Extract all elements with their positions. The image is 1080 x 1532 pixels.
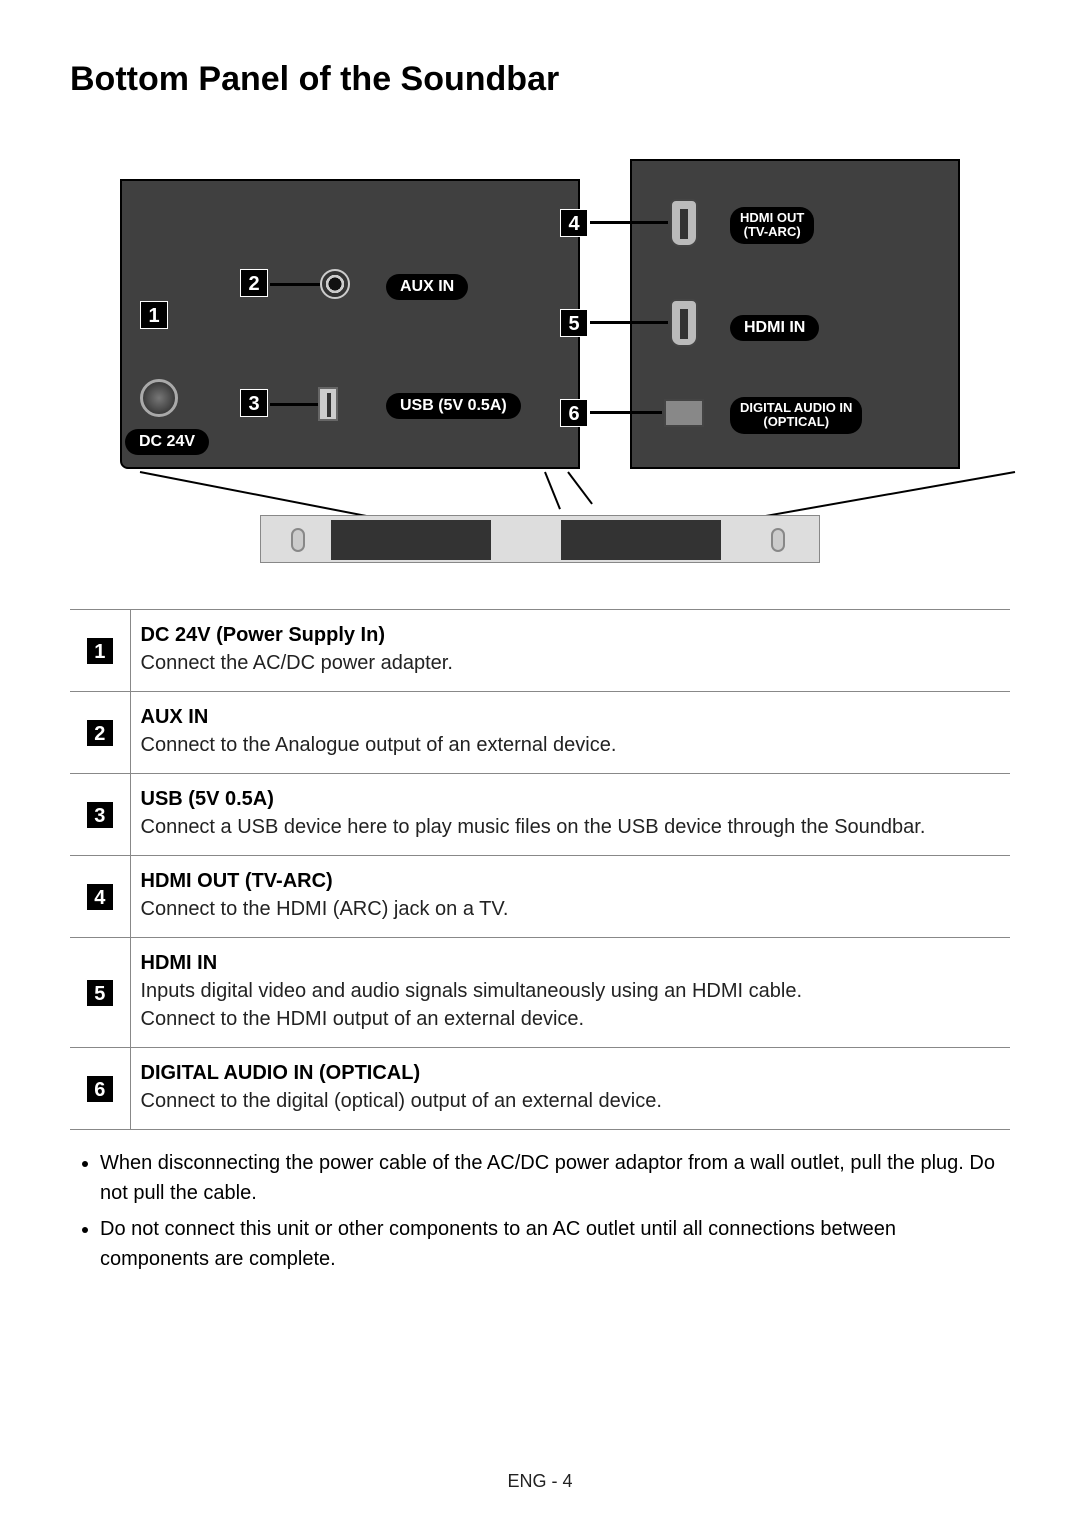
zoom-line — [544, 472, 561, 510]
optical-port-icon — [664, 399, 704, 427]
optical-line1: DIGITAL AUDIO IN — [740, 400, 852, 415]
optical-line2: (OPTICAL) — [763, 414, 829, 429]
note-item: Do not connect this unit or other compon… — [100, 1214, 1010, 1274]
row-number: 5 — [86, 979, 114, 1007]
mount-hole-icon — [291, 528, 305, 552]
hdmi-in-label: HDMI IN — [730, 315, 819, 341]
ports-table: 1 DC 24V (Power Supply In)Connect the AC/… — [70, 609, 1010, 1130]
hdmi-out-line2: (TV-ARC) — [744, 224, 801, 239]
leader-line — [270, 283, 320, 286]
hdmi-out-port-icon — [670, 199, 698, 247]
aux-jack-icon — [320, 269, 350, 299]
row-number: 6 — [86, 1075, 114, 1103]
table-row: 4 HDMI OUT (TV-ARC)Connect to the HDMI (A… — [70, 856, 1010, 938]
aux-label: AUX IN — [386, 274, 468, 300]
port-title: DIGITAL AUDIO IN (OPTICAL) — [141, 1062, 1001, 1085]
row-number: 3 — [86, 801, 114, 829]
port-title: USB (5V 0.5A) — [141, 788, 1001, 811]
callout-5: 5 — [560, 309, 588, 337]
page-footer: ENG - 4 — [0, 1471, 1080, 1492]
hdmi-out-line1: HDMI OUT — [740, 210, 804, 225]
row-number: 2 — [86, 719, 114, 747]
soundbar-diagram: DC 24V 1 AUX IN 2 USB (5V 0.5A) 3 4 5 6 … — [90, 139, 990, 579]
soundbar-body — [260, 515, 820, 563]
hdmi-in-port-icon — [670, 299, 698, 347]
leader-line — [590, 411, 662, 414]
optical-label: DIGITAL AUDIO IN (OPTICAL) — [730, 397, 862, 434]
port-description: Connect to the digital (optical) output … — [141, 1087, 1001, 1115]
table-row: 1 DC 24V (Power Supply In)Connect the AC/… — [70, 610, 1010, 692]
port-title: HDMI OUT (TV-ARC) — [141, 870, 1001, 893]
mount-hole-icon — [771, 528, 785, 552]
page-title: Bottom Panel of the Soundbar — [70, 60, 1010, 99]
usb-port-icon — [318, 387, 338, 421]
row-number: 4 — [86, 883, 114, 911]
table-row: 3 USB (5V 0.5A)Connect a USB device here … — [70, 774, 1010, 856]
callout-6: 6 — [560, 399, 588, 427]
row-number: 1 — [86, 637, 114, 665]
port-description: Connect a USB device here to play music … — [141, 813, 1001, 841]
zoom-line — [567, 471, 593, 504]
hdmi-out-label: HDMI OUT (TV-ARC) — [730, 207, 814, 244]
table-row: 6 DIGITAL AUDIO IN (OPTICAL)Connect to th… — [70, 1048, 1010, 1130]
left-panel — [120, 179, 580, 469]
callout-3: 3 — [240, 389, 268, 417]
usb-label: USB (5V 0.5A) — [386, 393, 521, 419]
callout-2: 2 — [240, 269, 268, 297]
table-row: 2 AUX INConnect to the Analogue output of… — [70, 692, 1010, 774]
port-description: Inputs digital video and audio signals s… — [141, 977, 1001, 1033]
port-title: DC 24V (Power Supply In) — [141, 624, 1001, 647]
notes-list: When disconnecting the power cable of th… — [70, 1148, 1010, 1274]
port-title: HDMI IN — [141, 952, 1001, 975]
leader-line — [270, 403, 318, 406]
leader-line — [590, 321, 668, 324]
leader-line — [590, 221, 668, 224]
dc-jack-icon — [140, 379, 178, 417]
table-row: 5 HDMI INInputs digital video and audio s… — [70, 938, 1010, 1048]
port-description: Connect to the HDMI (ARC) jack on a TV. — [141, 895, 1001, 923]
callout-4: 4 — [560, 209, 588, 237]
soundbar-recess — [331, 520, 491, 560]
note-item: When disconnecting the power cable of th… — [100, 1148, 1010, 1208]
port-title: AUX IN — [141, 706, 1001, 729]
dc-label: DC 24V — [125, 429, 209, 455]
callout-1: 1 — [140, 301, 168, 329]
port-description: Connect the AC/DC power adapter. — [141, 649, 1001, 677]
port-description: Connect to the Analogue output of an ext… — [141, 731, 1001, 759]
soundbar-recess — [561, 520, 721, 560]
